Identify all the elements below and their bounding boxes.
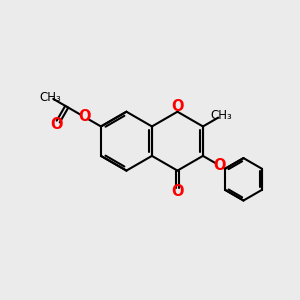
Text: O: O: [171, 99, 184, 114]
Text: CH₃: CH₃: [39, 91, 61, 103]
Text: O: O: [213, 158, 226, 173]
Text: O: O: [50, 117, 63, 132]
Text: CH₃: CH₃: [210, 109, 232, 122]
Text: O: O: [171, 184, 184, 199]
Text: O: O: [78, 109, 90, 124]
